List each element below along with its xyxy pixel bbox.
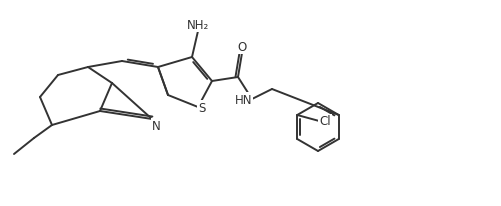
Text: Cl: Cl <box>319 115 330 128</box>
Text: HN: HN <box>234 93 252 106</box>
Text: NH₂: NH₂ <box>186 19 209 32</box>
Text: N: N <box>152 119 160 132</box>
Text: S: S <box>197 101 205 114</box>
Text: O: O <box>237 41 246 54</box>
